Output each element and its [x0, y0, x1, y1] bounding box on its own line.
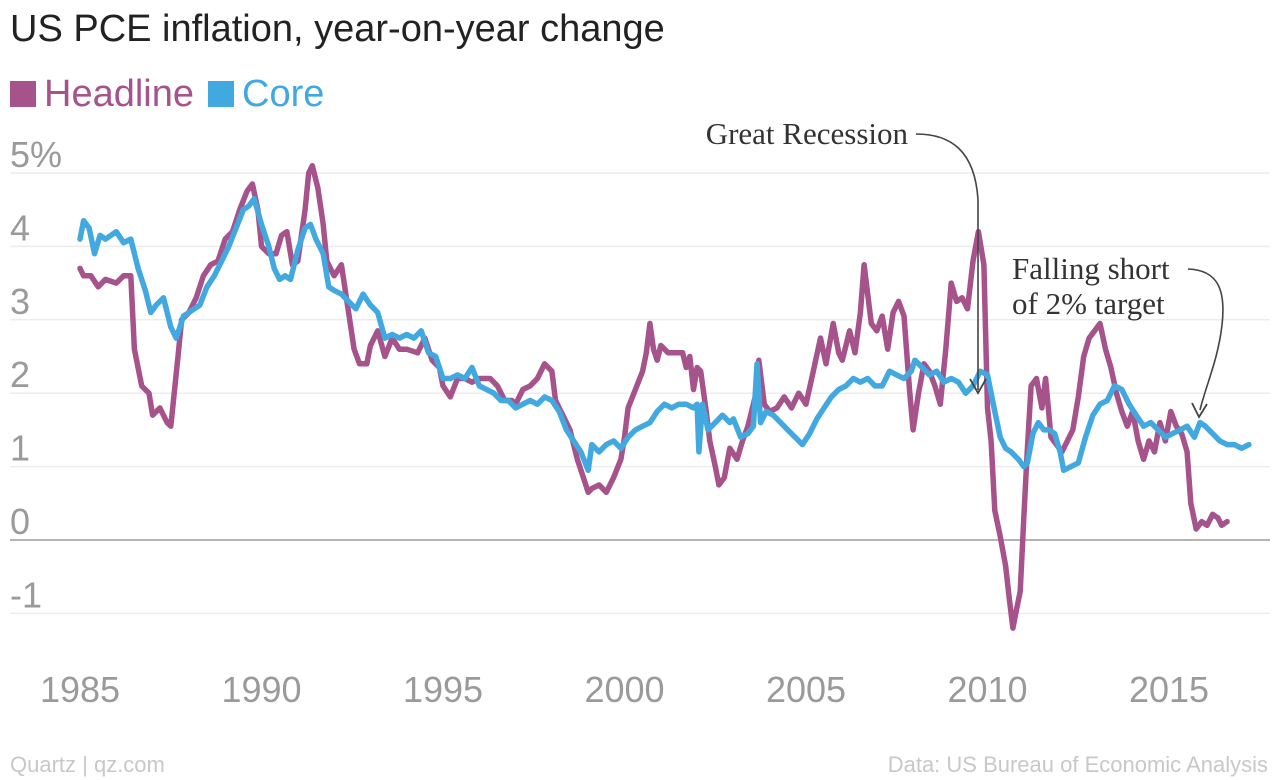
y-tick-label: -1 — [10, 574, 42, 615]
y-tick-label: 3 — [10, 281, 30, 322]
annotations: Great Recession Falling short of 2% targ… — [706, 116, 1224, 419]
footer-credit: Data: US Bureau of Economic Analysis — [887, 752, 1268, 777]
x-tick-label: 2010 — [947, 669, 1027, 710]
y-tick-label: 0 — [10, 501, 30, 542]
y-tick-label: 4 — [10, 207, 30, 248]
x-tick-label: 1995 — [403, 669, 483, 710]
x-tick-label: 1990 — [221, 669, 301, 710]
series-lines — [77, 162, 1252, 631]
annotation-great-recession-line1: Great Recession — [706, 116, 909, 151]
x-tick-label: 1985 — [40, 669, 120, 710]
annotation-falling-short-arrow — [1187, 268, 1224, 411]
y-axis-ticks: 5% 4 3 2 1 0 -1 — [10, 134, 62, 615]
annotation-great-recession-arrow — [915, 133, 979, 390]
legend-swatch-headline — [10, 81, 36, 107]
annotation-falling-short-arrowhead — [1191, 402, 1208, 419]
x-tick-label: 2015 — [1129, 669, 1209, 710]
x-tick-label: 2000 — [584, 669, 664, 710]
legend-item-headline: Headline — [10, 73, 194, 116]
footer-source: Quartz | qz.com — [10, 752, 165, 777]
series-line-headline — [77, 162, 1230, 631]
annotation-falling-short-line1: Falling short — [1012, 251, 1170, 286]
legend-item-core: Core — [208, 73, 324, 116]
y-tick-label: 5% — [10, 134, 62, 175]
y-tick-label: 2 — [10, 354, 30, 395]
annotation-great-recession-arrowhead — [969, 378, 987, 395]
legend: Headline Core — [10, 70, 338, 118]
legend-label-core: Core — [242, 72, 325, 115]
series-line-core — [77, 195, 1252, 474]
legend-swatch-core — [208, 81, 234, 107]
y-tick-label: 1 — [10, 428, 30, 469]
x-axis-ticks: 1985 1990 1995 2000 2005 2010 2015 — [40, 669, 1209, 710]
annotation-falling-short-line2: of 2% target — [1012, 286, 1165, 321]
legend-label-headline: Headline — [44, 72, 194, 115]
chart-title: US PCE inflation, year-on-year change — [10, 8, 665, 50]
x-tick-label: 2005 — [766, 669, 846, 710]
